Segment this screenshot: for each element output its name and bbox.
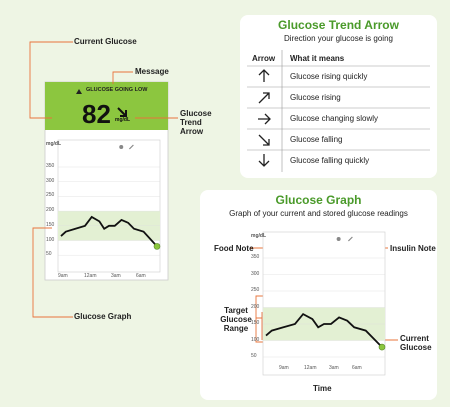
trend-arrow xyxy=(117,107,127,117)
glucose-curve xyxy=(60,215,158,247)
y-unit: mg/dL xyxy=(46,141,61,147)
y-tick-label: 150 xyxy=(251,320,260,326)
insulin-icon xyxy=(128,144,134,150)
y-tick-label: 350 xyxy=(46,163,55,169)
y-tick-label: 250 xyxy=(251,287,260,293)
y-tick-label: 100 xyxy=(46,236,55,243)
plot-area xyxy=(57,139,161,273)
callout-current-glucose: Current Glucose xyxy=(400,334,432,353)
y-tick-label: 200 xyxy=(46,207,55,214)
glucose-curve xyxy=(265,312,383,348)
graph-subtitle: Graph of your current and stored glucose… xyxy=(229,209,408,218)
y-tick-label: 100 xyxy=(251,336,260,343)
row-meaning: Glucose falling xyxy=(290,135,343,144)
graph-title: Glucose Graph xyxy=(275,193,362,207)
y-tick-label: 50 xyxy=(251,353,257,359)
x-tick-label: 6am xyxy=(136,273,146,279)
y-tick-label: 150 xyxy=(46,221,55,228)
x-tick-label: 9am xyxy=(279,365,289,371)
y-unit: mg/dL xyxy=(251,233,266,239)
current-dot xyxy=(378,343,386,351)
callout-current-glucose: Current Glucose xyxy=(74,37,137,46)
callout-insulin-note: Insulin Note xyxy=(390,244,436,253)
callout-food-note: Food Note xyxy=(214,244,254,253)
row-meaning: Glucose falling quickly xyxy=(290,156,370,165)
y-tick-label: 250 xyxy=(46,192,55,199)
y-tick-label: 300 xyxy=(46,177,55,184)
trend-title: Glucose Trend Arrow xyxy=(278,18,399,32)
row-meaning: Glucose changing slowly xyxy=(290,114,379,123)
y-tick-label: 350 xyxy=(251,254,260,260)
table-header: What it means xyxy=(290,54,345,63)
food-icon xyxy=(119,145,124,149)
x-tick-label: 6am xyxy=(352,365,362,371)
glucose-value: 82 xyxy=(82,99,111,129)
callout-graph: Glucose Graph xyxy=(74,312,132,321)
glucose-unit: mg/dL xyxy=(115,117,130,123)
plot-area xyxy=(262,231,386,376)
alert-header xyxy=(45,82,168,130)
arrow-icons xyxy=(258,69,271,167)
x-tick-label: 12am xyxy=(304,365,317,371)
alert-message: GLUCOSE GOING LOW xyxy=(86,87,148,93)
table-lines xyxy=(247,50,430,172)
table-header: Arrow xyxy=(252,54,276,63)
row-meaning: Glucose rising xyxy=(290,93,341,102)
y-tick-label: 50 xyxy=(46,251,52,258)
callout-message: Message xyxy=(135,67,169,76)
current-dot xyxy=(153,243,161,250)
x-axis-label: Time xyxy=(313,384,332,393)
callout-trend-arrow: Glucose Trend Arrow xyxy=(180,109,212,137)
trend-card xyxy=(240,15,437,178)
callout-target-range: Target Glucose Range xyxy=(220,306,252,334)
food-icon xyxy=(336,237,341,241)
insulin-icon xyxy=(347,236,353,242)
warning-icon xyxy=(76,89,82,94)
x-tick-label: 12am xyxy=(84,273,97,279)
x-tick-label: 3am xyxy=(111,273,121,279)
row-meaning: Glucose rising quickly xyxy=(290,72,368,81)
x-tick-label: 9am xyxy=(58,273,68,279)
y-tick-label: 300 xyxy=(251,270,260,277)
x-tick-label: 3am xyxy=(329,365,339,371)
trend-subtitle: Direction your glucose is going xyxy=(284,34,393,43)
y-tick-label: 200 xyxy=(251,303,260,310)
